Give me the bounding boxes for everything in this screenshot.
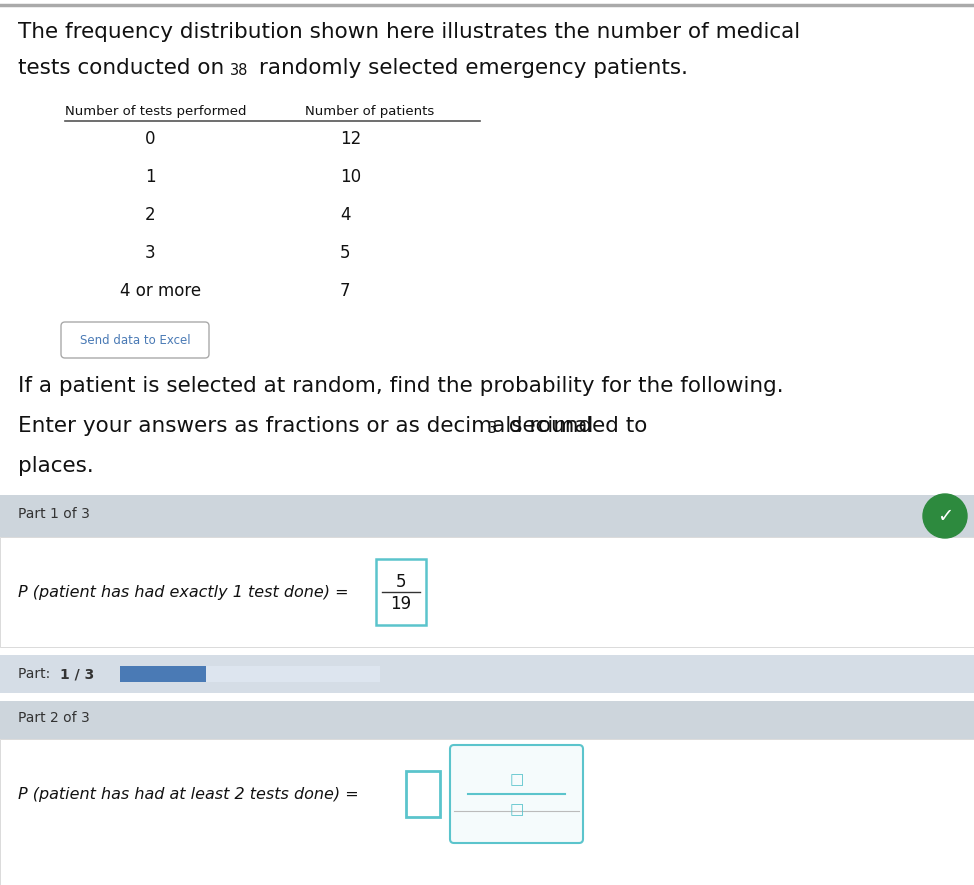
- FancyBboxPatch shape: [0, 655, 974, 693]
- FancyBboxPatch shape: [0, 537, 974, 647]
- Circle shape: [923, 494, 967, 538]
- Text: 0: 0: [145, 130, 156, 148]
- FancyBboxPatch shape: [0, 701, 974, 739]
- Text: 4: 4: [340, 206, 351, 224]
- Text: Number of tests performed: Number of tests performed: [65, 105, 246, 118]
- Text: 5: 5: [340, 244, 351, 262]
- FancyBboxPatch shape: [120, 666, 380, 682]
- Text: 12: 12: [340, 130, 361, 148]
- Text: 1: 1: [145, 168, 156, 186]
- Text: 2: 2: [145, 206, 156, 224]
- Text: 1 / 3: 1 / 3: [60, 667, 94, 681]
- Text: 3: 3: [145, 244, 156, 262]
- FancyBboxPatch shape: [406, 771, 440, 817]
- Text: Enter your answers as fractions or as decimals rounded to: Enter your answers as fractions or as de…: [18, 416, 655, 436]
- FancyBboxPatch shape: [0, 495, 974, 537]
- Text: decimal: decimal: [502, 416, 593, 436]
- Text: 3: 3: [488, 421, 497, 436]
- FancyBboxPatch shape: [376, 559, 426, 625]
- Text: tests conducted on: tests conducted on: [18, 58, 231, 78]
- Text: Number of patients: Number of patients: [305, 105, 434, 118]
- Text: 7: 7: [340, 282, 351, 300]
- Text: 5: 5: [395, 573, 406, 591]
- Text: places.: places.: [18, 456, 94, 476]
- Text: The frequency distribution shown here illustrates the number of medical: The frequency distribution shown here il…: [18, 22, 800, 42]
- Text: randomly selected emergency patients.: randomly selected emergency patients.: [252, 58, 688, 78]
- FancyBboxPatch shape: [0, 739, 974, 885]
- Text: □: □: [509, 773, 524, 788]
- Text: Part:: Part:: [18, 667, 55, 681]
- FancyBboxPatch shape: [120, 666, 206, 682]
- Text: Part 1 of 3: Part 1 of 3: [18, 507, 90, 521]
- FancyBboxPatch shape: [450, 745, 583, 843]
- Text: 19: 19: [391, 595, 412, 613]
- FancyBboxPatch shape: [61, 322, 209, 358]
- Text: Part 2 of 3: Part 2 of 3: [18, 711, 90, 725]
- Text: P (patient has had exactly 1 test done) =: P (patient has had exactly 1 test done) …: [18, 584, 354, 599]
- Text: Send data to Excel: Send data to Excel: [80, 334, 190, 347]
- Text: □: □: [509, 803, 524, 818]
- Text: If a patient is selected at random, find the probability for the following.: If a patient is selected at random, find…: [18, 376, 784, 396]
- Text: 38: 38: [230, 63, 248, 78]
- Text: 10: 10: [340, 168, 361, 186]
- Text: ✓: ✓: [937, 506, 954, 526]
- Text: P (patient has had at least 2 tests done) =: P (patient has had at least 2 tests done…: [18, 787, 363, 802]
- Text: 4 or more: 4 or more: [120, 282, 201, 300]
